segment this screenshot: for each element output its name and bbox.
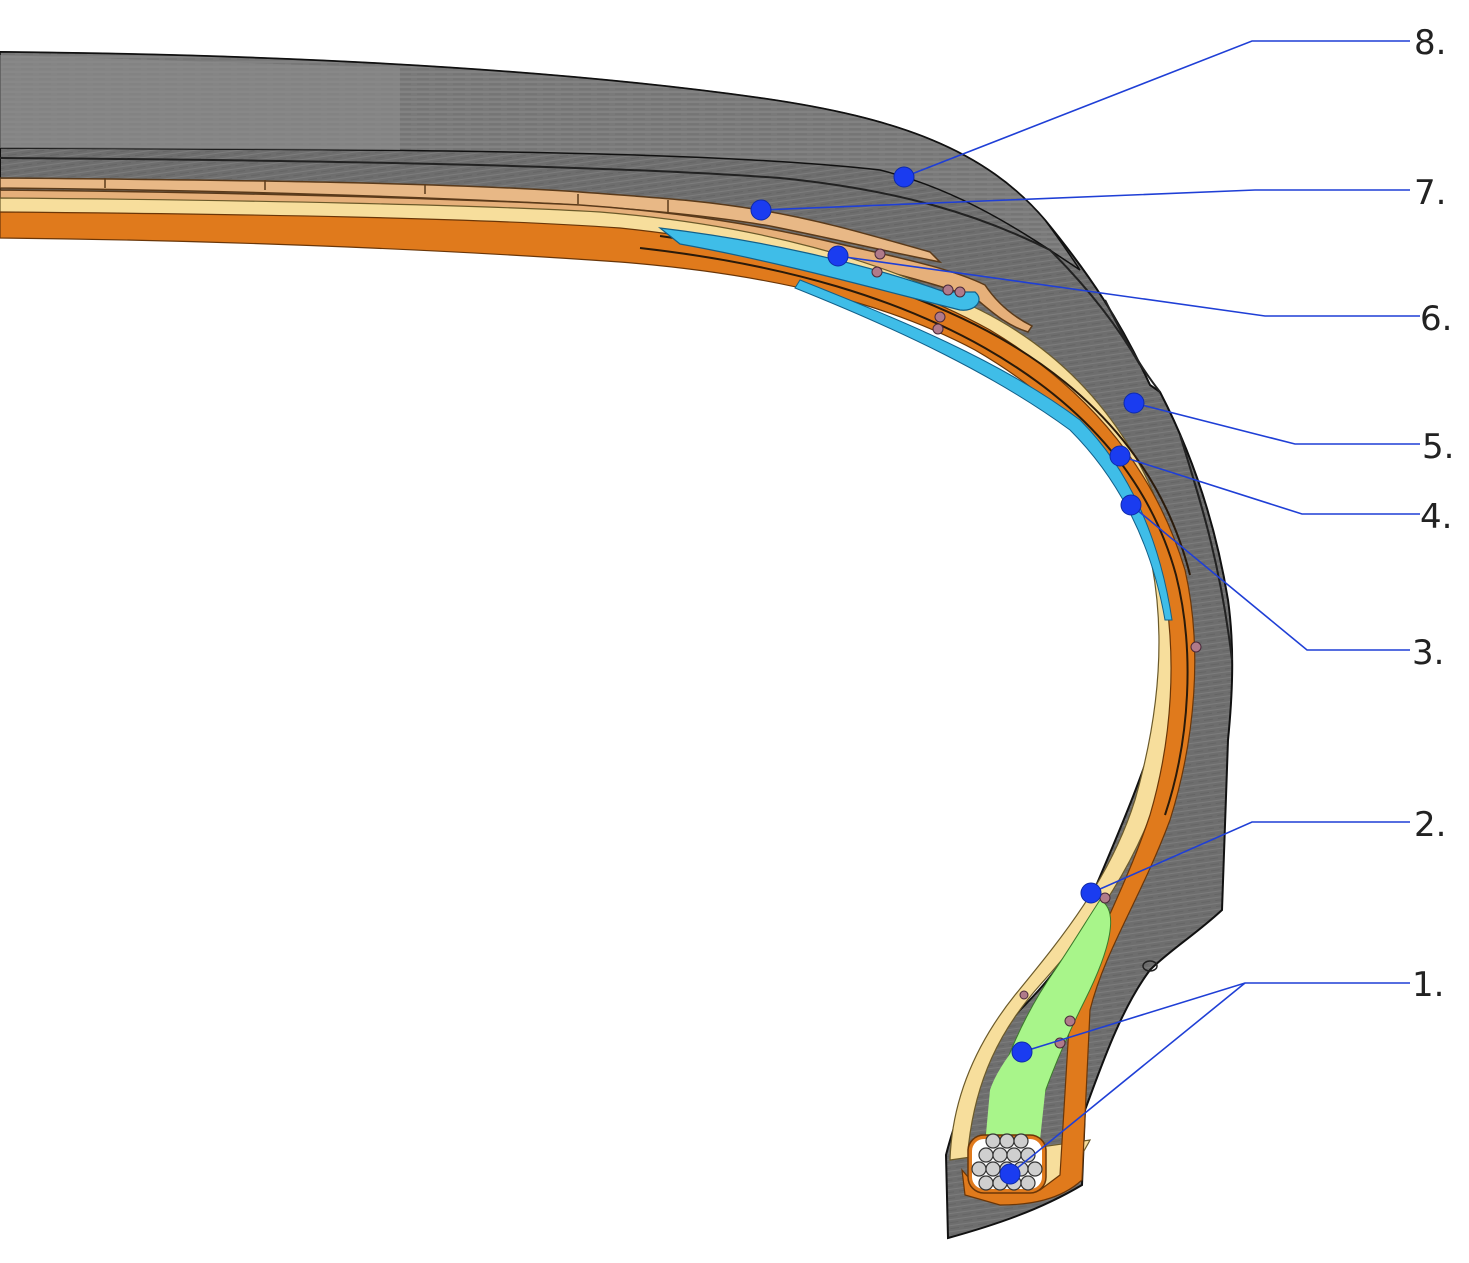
- dot-1a: [1011, 1041, 1033, 1063]
- leader-1b: [1009, 982, 1246, 1175]
- carcass-line-inner: [639, 247, 1189, 816]
- leader-2: [1090, 821, 1410, 894]
- callout-label-3: 3.: [1412, 633, 1444, 673]
- leader-lines: [760, 40, 1420, 1175]
- callout-dots: [750, 166, 1145, 1185]
- cap-ply-sidewall: [794, 279, 1173, 621]
- leader-8: [903, 40, 1410, 178]
- leader-5: [1133, 402, 1420, 445]
- callout-label-8: 8.: [1414, 23, 1446, 63]
- dot-1b: [999, 1163, 1021, 1185]
- leader-7: [760, 189, 1410, 211]
- cap-ply: [657, 227, 980, 311]
- callout-label-2: 2.: [1414, 805, 1446, 845]
- tread-separation-line: [0, 157, 1141, 366]
- callout-labels: 1. 2. 3. 4. 5. 6. 7. 8.: [1412, 23, 1454, 1005]
- shoulder-groove: [1104, 299, 1161, 393]
- dot-5: [1123, 392, 1145, 414]
- belt-joints: [104, 178, 669, 212]
- dot-3: [1120, 494, 1142, 516]
- bead-filler-lower: [985, 1000, 1055, 1145]
- rim-protector: [1142, 960, 1158, 972]
- dot-8: [893, 166, 915, 188]
- callout-label-5: 5.: [1422, 427, 1454, 467]
- callout-label-1: 1.: [1412, 965, 1444, 1005]
- dot-7: [750, 199, 772, 221]
- leader-6: [837, 255, 1420, 317]
- leader-3: [1130, 504, 1410, 651]
- tread-light-panel: [0, 55, 400, 150]
- callout-label-7: 7.: [1414, 173, 1446, 213]
- leader-4: [1119, 455, 1420, 515]
- dot-6: [827, 245, 849, 267]
- sidewall-groove: [1179, 434, 1233, 661]
- callout-label-4: 4.: [1420, 497, 1452, 537]
- dot-2: [1080, 882, 1102, 904]
- dot-4: [1109, 445, 1131, 467]
- cord-ends: [871, 248, 1202, 1049]
- callout-label-6: 6.: [1420, 299, 1452, 339]
